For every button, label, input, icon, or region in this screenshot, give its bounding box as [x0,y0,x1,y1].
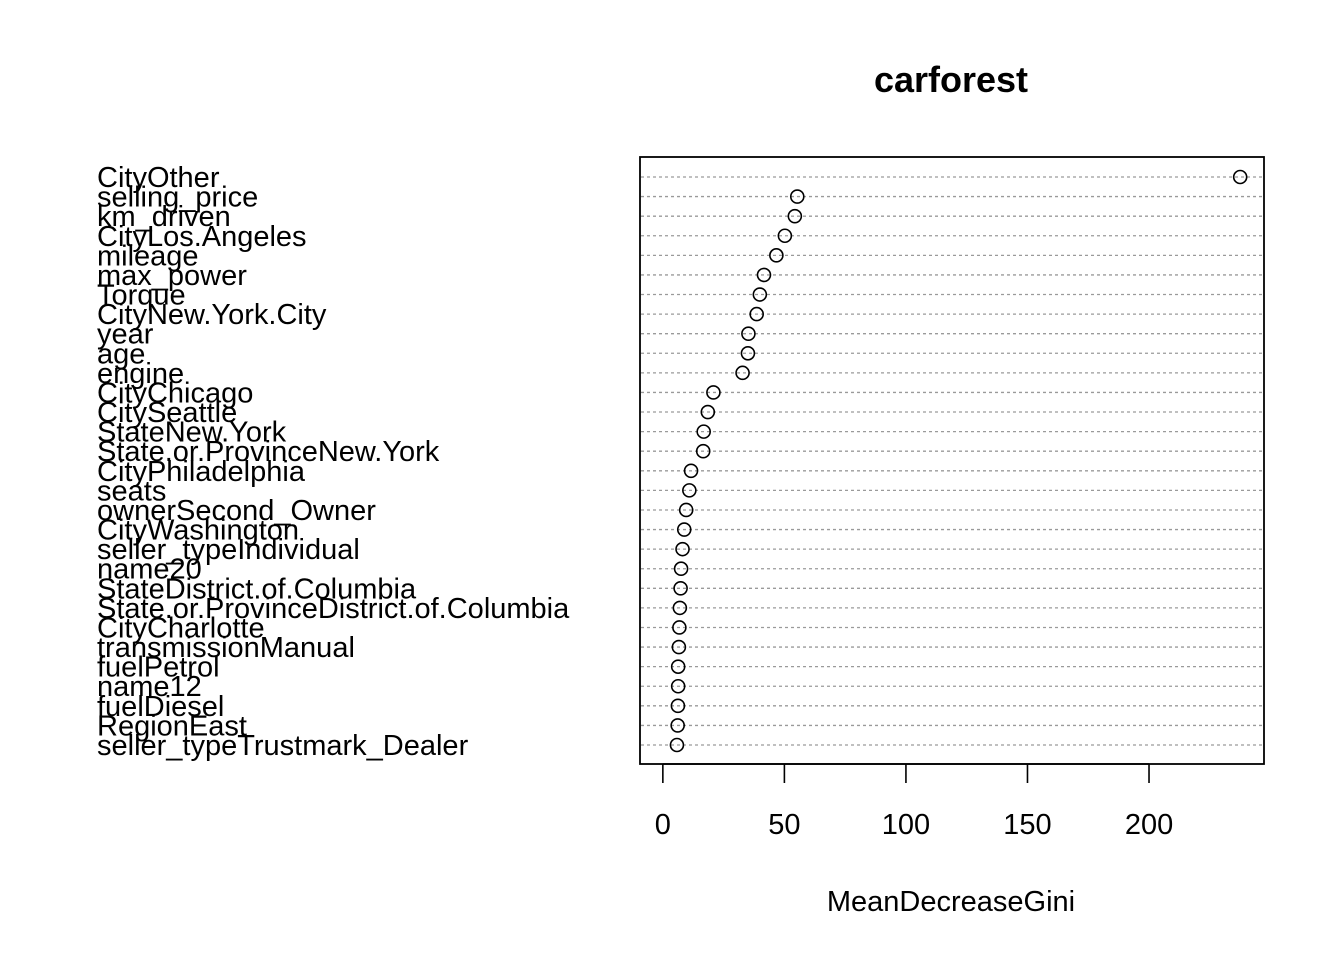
data-point [683,463,699,479]
category-label: RegionEast [97,710,247,742]
category-label: max_power [97,260,247,292]
category-label: selling_price [97,182,258,214]
category-label: age [97,338,145,370]
data-point [1232,169,1248,185]
data-point [670,659,686,674]
category-label: CityNew.York.City [97,299,327,331]
category-label: StateNew.York [97,417,287,449]
category-label: CityLos.Angeles [97,221,307,253]
data-point [777,228,793,244]
category-label: State.or.ProvinceDistrict.of.Columbia [97,593,570,625]
chart-title: carforest [874,59,1028,100]
data-point [749,306,764,322]
category-label: ownerSecond_Owner [97,495,376,527]
x-tick-label: 50 [768,809,800,841]
x-tick-label: 150 [1003,809,1051,841]
category-label: seller_typeIndividual [97,534,360,566]
category-label: CityWashington [97,515,299,547]
x-tick-label: 100 [882,809,930,841]
data-point [672,600,688,616]
category-label: CityCharlotte [97,612,265,644]
category-label: km_driven [97,201,231,233]
data-point [695,443,711,459]
category-label: Torque [97,280,186,312]
data-point [752,287,768,302]
data-point [696,424,711,439]
category-label: engine [97,358,184,390]
data-point [671,639,687,655]
category-label: name12 [97,671,202,703]
category-label: fuelPetrol [97,652,220,684]
data-point [673,581,688,596]
data-points [669,169,1248,753]
data-point [670,718,685,733]
x-tick-label: 200 [1125,809,1173,841]
category-label: CityOther [97,162,220,194]
data-point [682,483,697,498]
data-point [675,541,690,557]
category-label: fuelDiesel [97,691,224,723]
category-label: State.or.ProvinceNew.York [97,436,440,468]
data-point [676,522,692,537]
x-axis: 0 50 100 150 200 [655,763,1173,841]
data-point [787,208,803,224]
data-point [670,678,686,694]
category-label: mileage [97,240,199,272]
data-point [789,189,805,204]
category-label: CityPhiladelphia [97,456,306,488]
category-label: StateDistrict.of.Columbia [97,573,417,605]
category-label: CitySeattle [97,397,237,429]
category-label: name20 [97,554,202,586]
data-point [740,345,756,361]
grid-lines [641,176,1263,746]
category-labels: CityOtherselling_pricekm_drivenCityLos.A… [97,162,570,762]
category-label: transmissionManual [97,632,355,664]
data-point [669,737,685,753]
category-label: CityChicago [97,377,253,409]
data-point [706,385,721,400]
data-point [678,502,694,518]
category-label: year [97,319,154,351]
data-point [672,620,687,635]
plot-frame [639,156,1265,765]
data-point [735,365,750,381]
x-axis-title: MeanDecreaseGini [827,886,1075,918]
data-point [673,561,689,577]
category-label: seller_typeTrustmark_Dealer [97,730,469,762]
category-label: seats [97,475,166,507]
data-point [769,248,784,263]
data-point [741,326,756,341]
data-point [756,267,772,283]
data-point [670,698,686,714]
data-point [700,404,716,420]
x-tick-label: 0 [655,809,671,841]
